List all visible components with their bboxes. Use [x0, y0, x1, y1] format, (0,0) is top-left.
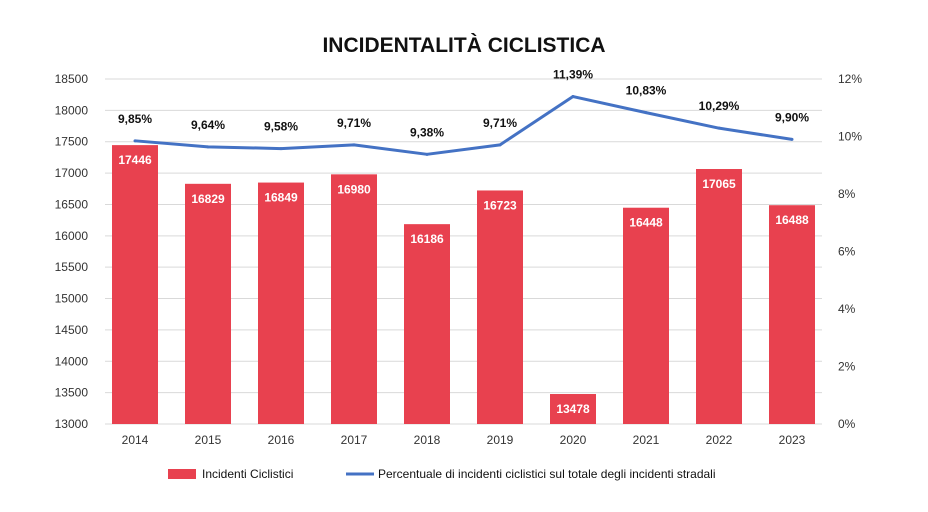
line-data-label: 9,85%: [118, 112, 152, 126]
x-tick-label: 2018: [414, 433, 441, 447]
line-point: [498, 143, 502, 147]
bar-data-label: 16448: [629, 216, 663, 230]
bar: [185, 183, 231, 424]
bar: [696, 169, 742, 424]
y-left-tick-label: 14000: [55, 354, 89, 368]
bar-data-label: 16488: [775, 213, 809, 227]
bar-data-label: 16829: [191, 192, 225, 206]
bar-data-label: 16849: [264, 191, 298, 205]
bar: [623, 207, 669, 424]
y-left-tick-label: 17000: [55, 166, 89, 180]
line-data-label: 9,64%: [191, 118, 225, 132]
x-tick-label: 2022: [706, 433, 733, 447]
legend-swatch-bars: [168, 469, 196, 479]
bar-data-label: 13478: [556, 402, 590, 416]
x-tick-label: 2015: [195, 433, 222, 447]
bar: [404, 224, 450, 424]
line-data-label: 9,71%: [483, 116, 517, 130]
line-data-label: 9,90%: [775, 110, 809, 124]
bar: [550, 394, 596, 424]
line-point: [279, 147, 283, 151]
line-point: [717, 126, 721, 130]
line-data-label: 10,29%: [699, 99, 740, 113]
line-series: [134, 95, 793, 156]
line-point: [133, 139, 137, 143]
bar-data-label: 16980: [337, 182, 371, 196]
bar: [769, 205, 815, 424]
legend: Incidenti Ciclistici Percentuale di inci…: [168, 467, 716, 481]
line-data-label: 11,39%: [553, 68, 593, 82]
bar: [112, 145, 158, 424]
y-left-tick-label: 16500: [55, 197, 89, 211]
bar: [477, 190, 523, 424]
y-right-tick-label: 0%: [838, 417, 856, 431]
bar-data-label: 16723: [483, 198, 517, 212]
legend-label-bars: Incidenti Ciclistici: [202, 467, 293, 481]
legend-label-line: Percentuale di incidenti ciclistici sul …: [378, 467, 716, 481]
y-left-tick-label: 14500: [55, 323, 89, 337]
line-data-label: 9,58%: [264, 120, 298, 134]
bar-data-label: 16186: [410, 232, 444, 246]
y-left-tick-label: 18000: [55, 103, 89, 117]
y-left-tick-label: 13000: [55, 417, 89, 431]
line-data-label: 9,71%: [337, 116, 371, 130]
x-tick-label: 2023: [779, 433, 806, 447]
y-right-tick-label: 8%: [838, 187, 856, 201]
bar-data-label: 17065: [702, 177, 736, 191]
bar-data-label: 17446: [118, 153, 152, 167]
line-point: [206, 145, 210, 149]
line-data-label: 9,38%: [410, 125, 444, 139]
y-right-tick-label: 12%: [838, 72, 862, 86]
chart-title: INCIDENTALITÀ CICLISTICA: [322, 34, 605, 57]
x-tick-label: 2017: [341, 433, 368, 447]
y-left-tick-label: 16000: [55, 229, 89, 243]
line-point: [352, 143, 356, 147]
line-data-label: 10,83%: [626, 84, 667, 98]
bar: [258, 182, 304, 424]
x-tick-label: 2021: [633, 433, 660, 447]
y-right-tick-label: 6%: [838, 245, 856, 259]
line-point: [790, 137, 794, 141]
y-right-tick-label: 10%: [838, 130, 862, 144]
line-point: [425, 152, 429, 156]
y-left-tick-label: 15500: [55, 260, 89, 274]
x-tick-label: 2019: [487, 433, 514, 447]
line-point: [571, 95, 575, 99]
y-left-tick-label: 13500: [55, 386, 89, 400]
line-point: [644, 111, 648, 115]
y-right-tick-label: 2%: [838, 360, 856, 374]
y-right-tick-label: 4%: [838, 302, 856, 316]
bar: [331, 174, 377, 424]
x-tick-label: 2014: [122, 433, 149, 447]
y-left-tick-label: 17500: [55, 135, 89, 149]
x-tick-label: 2020: [560, 433, 587, 447]
y-left-tick-label: 15000: [55, 292, 89, 306]
y-left-tick-label: 18500: [55, 72, 89, 86]
x-tick-label: 2016: [268, 433, 295, 447]
